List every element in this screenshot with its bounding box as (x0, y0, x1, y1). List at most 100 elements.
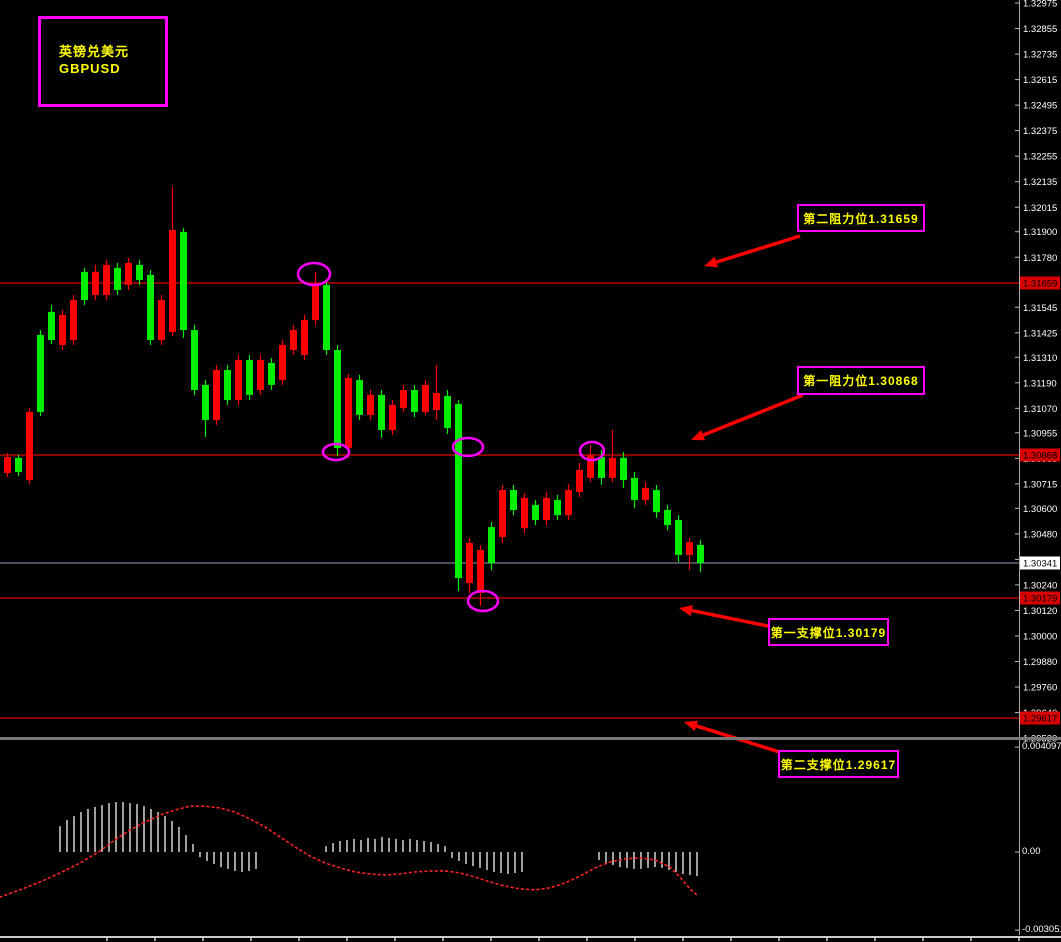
price-axis-label: 1.31900 (1023, 227, 1057, 238)
highlight-ellipse (466, 589, 500, 613)
macd-scale-min: -0.003051 (1022, 924, 1061, 935)
candle-body (191, 330, 198, 391)
price-axis-label: 1.32495 (1023, 101, 1057, 112)
candle-body (26, 411, 33, 481)
candle-body (246, 360, 253, 395)
candle-body (136, 264, 143, 281)
candle-body (411, 390, 418, 412)
candle-body (257, 360, 264, 391)
candle-body (444, 395, 451, 428)
candle-body (433, 393, 440, 411)
price-axis-label: 1.31425 (1023, 328, 1057, 339)
candle-body (103, 264, 110, 295)
candle-body (334, 350, 341, 449)
candle-body (367, 394, 374, 415)
symbol-name-cn: 英镑兑美元 (59, 44, 130, 59)
candle-body (455, 404, 462, 579)
symbol-ticker: GBPUSD (59, 61, 121, 76)
candle-body (202, 384, 209, 421)
price-axis-label: 1.32975 (1023, 0, 1057, 10)
candle-body (323, 284, 330, 351)
candle-body (70, 300, 77, 341)
candle-body (224, 370, 231, 401)
candle-body (59, 314, 66, 345)
price-axis-label: 1.31545 (1023, 303, 1057, 314)
candle-body (389, 404, 396, 431)
candle-body (466, 543, 473, 583)
candle-body (125, 263, 132, 285)
annotation-arrow-shaft (695, 724, 790, 757)
symbol-info-box: 英镑兑美元 GBPUSD (38, 16, 168, 107)
candle-body (180, 231, 187, 331)
price-axis-label: 1.32375 (1023, 126, 1057, 137)
annotation-arrow-head (691, 430, 706, 441)
macd-histogram-layer (59, 802, 698, 877)
annotation-second-support: 第二支撑位1.29617 (778, 750, 899, 778)
annotation-arrow-shaft (702, 393, 804, 437)
candle-body (554, 500, 561, 516)
price-axis-label: 1.31070 (1023, 404, 1057, 415)
candle-body (213, 370, 220, 421)
annotation-arrow-head (704, 256, 719, 268)
price-axis-label: 1.29880 (1023, 657, 1057, 668)
candle-body (422, 384, 429, 412)
candle-body (114, 267, 121, 291)
annotation-label: 第二支撑位1.29617 (780, 757, 897, 772)
candle-body (675, 520, 682, 555)
level-price-marker-label: 1.30868 (1023, 451, 1057, 462)
price-axis-label: 1.30955 (1023, 428, 1057, 439)
price-axis-label: 1.31310 (1023, 353, 1057, 364)
price-axis-label: 1.32855 (1023, 24, 1057, 35)
macd-scale-zero: 0.00 (1022, 846, 1041, 857)
price-axis-label: 1.32015 (1023, 203, 1057, 214)
candle-body (620, 457, 627, 481)
candle-body (532, 504, 539, 521)
candle-body (92, 271, 99, 295)
price-axis-label: 1.32735 (1023, 50, 1057, 61)
level-price-marker-label: 1.31659 (1023, 279, 1057, 290)
level-price-marker (1020, 276, 1060, 290)
level-price-marker-label: 1.29617 (1023, 714, 1057, 725)
price-axis-label: 1.30600 (1023, 504, 1057, 515)
candle-body (521, 497, 528, 529)
current-price-marker-label: 1.30341 (1023, 559, 1057, 570)
candles-layer (4, 187, 704, 606)
candle-body (169, 230, 176, 332)
candle-body (4, 457, 11, 473)
candle-body (477, 550, 484, 593)
candle-body (15, 457, 22, 472)
macd-signal-line (0, 805, 699, 898)
candle-body (268, 363, 275, 385)
annotation-arrow-shaft (691, 608, 774, 629)
candle-body (378, 394, 385, 431)
annotation-first-resistance: 第一阻力位1.30868 (797, 366, 925, 395)
price-axis-label: 1.30240 (1023, 580, 1057, 591)
price-axis-label: 1.32615 (1023, 75, 1057, 86)
candle-body (697, 544, 704, 563)
annotation-label: 第一阻力位1.30868 (803, 374, 919, 388)
annotation-label: 第二阻力位1.31659 (803, 211, 919, 226)
price-axis-label: 1.31190 (1023, 378, 1057, 389)
price-axis-label: 1.32135 (1023, 177, 1057, 188)
highlight-ellipse (321, 442, 351, 462)
candle-body (345, 377, 352, 449)
candle-body (488, 527, 495, 563)
price-axis-label: 1.29760 (1023, 683, 1057, 694)
annotation-arrow-shaft (715, 234, 801, 264)
candle-body (37, 334, 44, 412)
candle-body (609, 457, 616, 478)
candle-body (631, 477, 638, 501)
current-price-marker (1020, 556, 1060, 570)
candle-body (598, 457, 605, 478)
macd-scale-max: 0.004097 (1022, 741, 1061, 752)
annotation-first-support: 第一支撑位1.30179 (768, 618, 889, 646)
candle-body (499, 490, 506, 538)
candle-body (587, 454, 594, 478)
price-axis-label: 1.30480 (1023, 529, 1057, 540)
candle-body (356, 380, 363, 415)
annotation-second-resistance: 第二阻力位1.31659 (797, 204, 925, 232)
level-price-marker (1020, 591, 1060, 605)
candle-body (301, 320, 308, 355)
